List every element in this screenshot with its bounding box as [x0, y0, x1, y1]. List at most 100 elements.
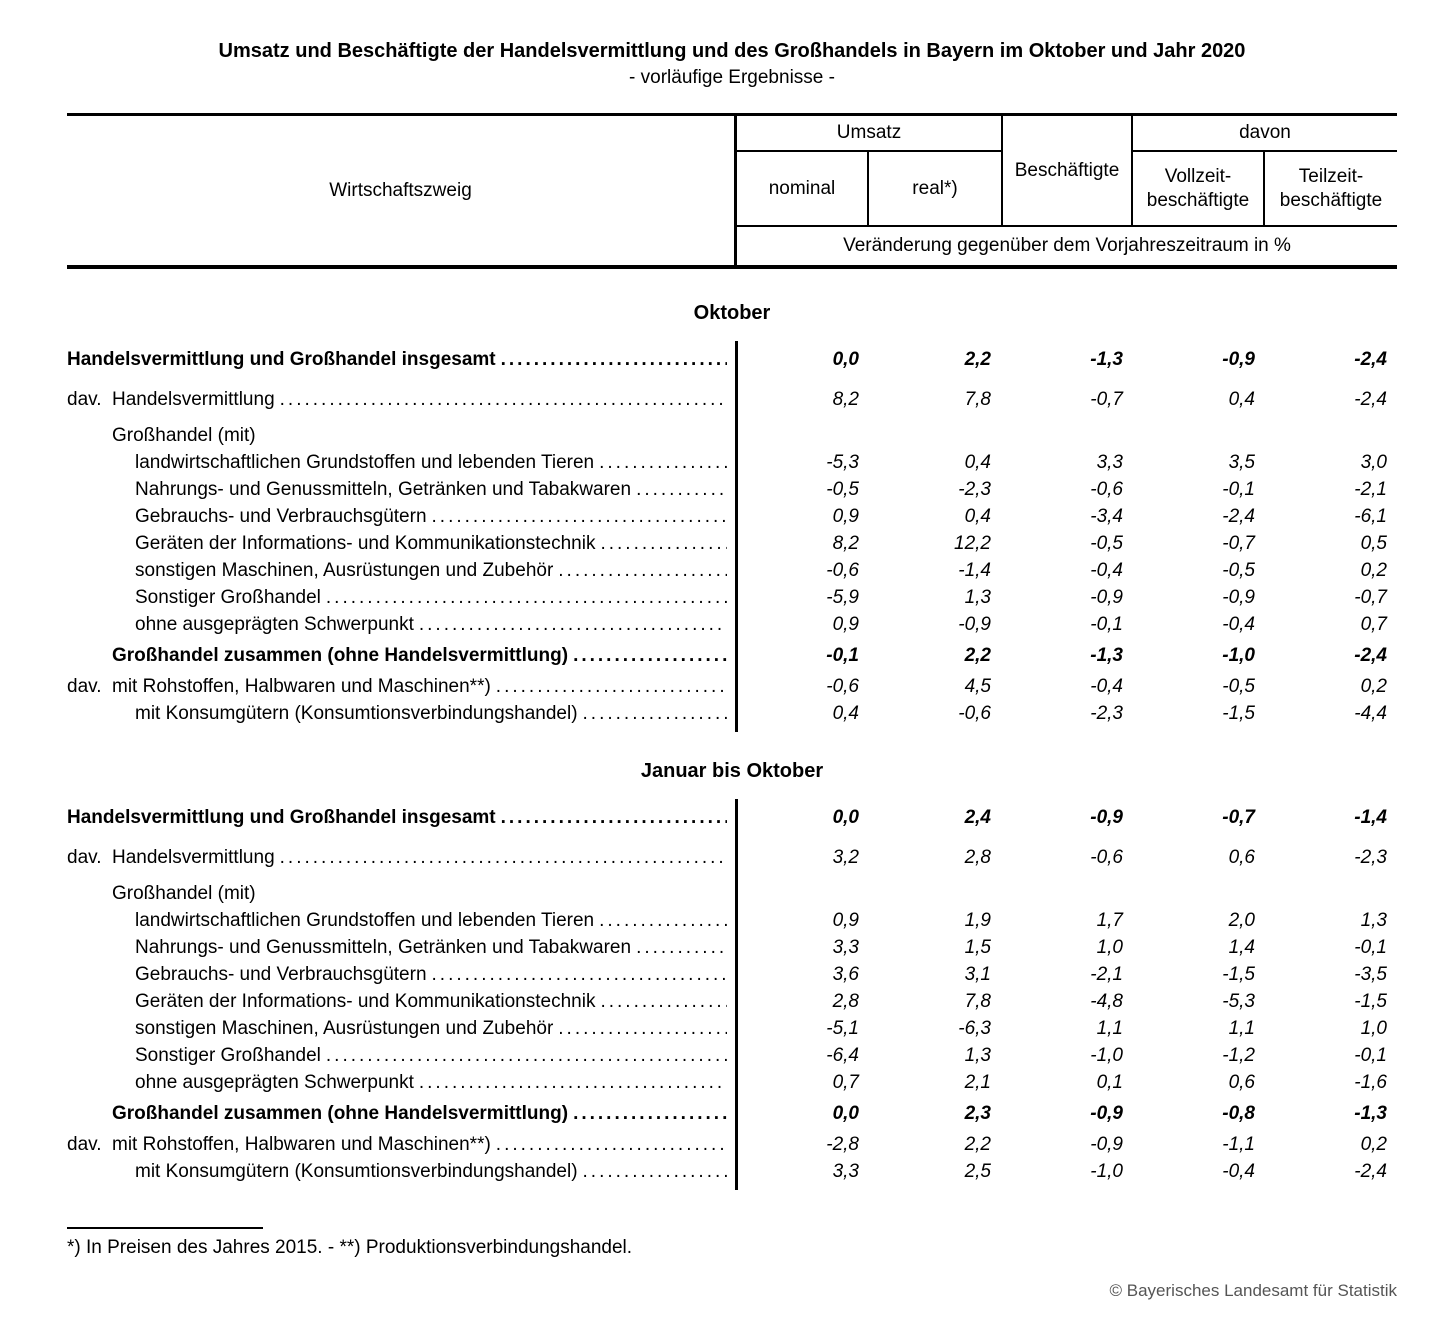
- table-row: Großhandel (mit): [67, 880, 1397, 907]
- value-cell: 0,6: [1228, 1072, 1255, 1093]
- value-cell: -3,5: [1354, 964, 1387, 985]
- row-label-cell: Gebrauchs- und Verbrauchsgütern.........…: [67, 503, 737, 530]
- dotted-leader: ........................................…: [582, 703, 727, 724]
- row-label: sonstigen Maschinen, Ausrüstungen und Zu…: [135, 560, 554, 581]
- dotted-leader: ........................................…: [573, 1103, 727, 1124]
- value-cell: [1001, 880, 1133, 907]
- row-label: Geräten der Informations- und Kommunikat…: [135, 533, 596, 554]
- section-heading: Januar bis Oktober: [640, 760, 824, 782]
- value-cell: -1,5: [1222, 964, 1255, 985]
- dotted-leader: ........................................…: [418, 1072, 727, 1093]
- row-label-cell: landwirtschaftlichen Grundstoffen und le…: [67, 907, 737, 934]
- value-cell: -1,3: [1354, 1103, 1387, 1124]
- row-label-cell: landwirtschaftlichen Grundstoffen und le…: [67, 449, 737, 476]
- column-header-teilzeitbeschaeftigte: Teilzeit- beschäftigte: [1265, 152, 1397, 225]
- value-cell: -0,9: [958, 614, 991, 635]
- value-cell: 0,7: [832, 1072, 859, 1093]
- dotted-leader: ........................................…: [325, 1045, 727, 1066]
- value-cell: [1133, 422, 1265, 449]
- row-label: Handelsvermittlung und Großhandel insges…: [67, 807, 496, 828]
- dotted-leader: ........................................…: [599, 910, 727, 931]
- value-cell: -0,1: [1090, 614, 1123, 635]
- value-cell: -1,3: [1090, 645, 1123, 666]
- row-label-cell: Sonstiger Großhandel....................…: [67, 1042, 737, 1069]
- value-cell: 2,2: [964, 1134, 991, 1155]
- value-cell: 3,3: [832, 937, 859, 958]
- value-cell: -1,3: [1090, 349, 1123, 370]
- value-cell: 1,9: [964, 910, 991, 931]
- value-cell: -4,8: [1090, 991, 1123, 1012]
- value-cell: -0,9: [1090, 1134, 1123, 1155]
- row-label: mit Rohstoffen, Halbwaren und Maschinen*…: [112, 1134, 491, 1155]
- value-cell: -2,4: [1354, 1161, 1387, 1182]
- value-cell: 1,1: [1096, 1018, 1123, 1039]
- value-cell: 7,8: [964, 389, 991, 410]
- section-rows: Handelsvermittlung und Großhandel insges…: [67, 341, 1397, 732]
- value-cell: 0,7: [1360, 614, 1387, 635]
- value-cell: 0,0: [832, 807, 859, 828]
- dotted-leader: ........................................…: [431, 506, 727, 527]
- table-row: sonstigen Maschinen, Ausrüstungen und Zu…: [67, 557, 1397, 584]
- row-label-cell: dav. mit Rohstoffen, Halbwaren und Maschi…: [67, 1131, 737, 1158]
- value-cell: 0,2: [1360, 560, 1387, 581]
- row-label: Großhandel (mit): [112, 425, 256, 446]
- value-cell: -0,4: [1090, 560, 1123, 581]
- value-cell: -1,0: [1090, 1161, 1123, 1182]
- value-cell: 12,2: [954, 533, 991, 554]
- table-row: mit Konsumgütern (Konsumtionsverbindungs…: [67, 1158, 1397, 1185]
- table-row: ohne ausgeprägten Schwerpunkt...........…: [67, 611, 1397, 638]
- value-cell: -0,9: [1090, 587, 1123, 608]
- value-cell: -0,7: [1222, 807, 1255, 828]
- row-label: Geräten der Informations- und Kommunikat…: [135, 991, 596, 1012]
- value-cell: 2,8: [964, 847, 991, 868]
- table-row: sonstigen Maschinen, Ausrüstungen und Zu…: [67, 1015, 1397, 1042]
- row-label: ohne ausgeprägten Schwerpunkt: [135, 1072, 414, 1093]
- column-header-beschaeftigte: Beschäftigte: [1001, 116, 1133, 225]
- value-cell: 3,2: [832, 847, 859, 868]
- row-prefix: dav.: [67, 847, 102, 868]
- value-cell: 1,0: [1360, 1018, 1387, 1039]
- value-cell: -1,0: [1090, 1045, 1123, 1066]
- column-header-nominal: nominal: [737, 152, 869, 225]
- value-cell: -2,1: [1354, 479, 1387, 500]
- value-cell: -2,8: [826, 1134, 859, 1155]
- value-cell: -0,5: [1222, 560, 1255, 581]
- table-row: dav. mit Rohstoffen, Halbwaren und Maschi…: [67, 1131, 1397, 1158]
- value-cell: -6,4: [826, 1045, 859, 1066]
- dotted-leader: ........................................…: [558, 560, 727, 581]
- row-label-cell: ohne ausgeprägten Schwerpunkt...........…: [67, 611, 737, 638]
- value-cell: -0,4: [1222, 1161, 1255, 1182]
- table-row: landwirtschaftlichen Grundstoffen und le…: [67, 449, 1397, 476]
- footnote-rule: [67, 1227, 263, 1229]
- row-label: Gebrauchs- und Verbrauchsgütern: [135, 506, 427, 527]
- row-prefix: dav.: [67, 389, 102, 410]
- row-label-cell: Sonstiger Großhandel....................…: [67, 584, 737, 611]
- value-cell: -6,1: [1354, 506, 1387, 527]
- value-cell: 3,5: [1228, 452, 1255, 473]
- value-cell: 0,9: [832, 910, 859, 931]
- value-cell: 0,0: [832, 349, 859, 370]
- column-group-davon: davon: [1133, 116, 1397, 152]
- value-cell: -0,4: [1222, 614, 1255, 635]
- dotted-leader: ........................................…: [558, 1018, 727, 1039]
- row-label: Großhandel zusammen (ohne Handelsvermitt…: [112, 1103, 569, 1124]
- value-cell: 7,8: [964, 991, 991, 1012]
- table-row: Großhandel (mit): [67, 422, 1397, 449]
- value-cell: [1265, 422, 1397, 449]
- row-prefix: dav.: [67, 1134, 102, 1155]
- column-header-vollzeitbeschaeftigte: Vollzeit- beschäftigte: [1133, 152, 1265, 225]
- row-label: landwirtschaftlichen Grundstoffen und le…: [135, 910, 595, 931]
- value-cell: 3,1: [964, 964, 991, 985]
- value-cell: 1,3: [964, 1045, 991, 1066]
- value-cell: -0,5: [826, 479, 859, 500]
- row-label: landwirtschaftlichen Grundstoffen und le…: [135, 452, 595, 473]
- row-label: Handelsvermittlung: [112, 389, 275, 410]
- dotted-leader: ........................................…: [599, 452, 727, 473]
- section-rows: Handelsvermittlung und Großhandel insges…: [67, 799, 1397, 1190]
- row-label: Sonstiger Großhandel: [135, 1045, 321, 1066]
- value-cell: -0,9: [1222, 587, 1255, 608]
- value-cell: [869, 880, 1001, 907]
- value-cell: -2,4: [1354, 349, 1387, 370]
- row-label: Großhandel (mit): [112, 883, 256, 904]
- value-cell: -2,3: [958, 479, 991, 500]
